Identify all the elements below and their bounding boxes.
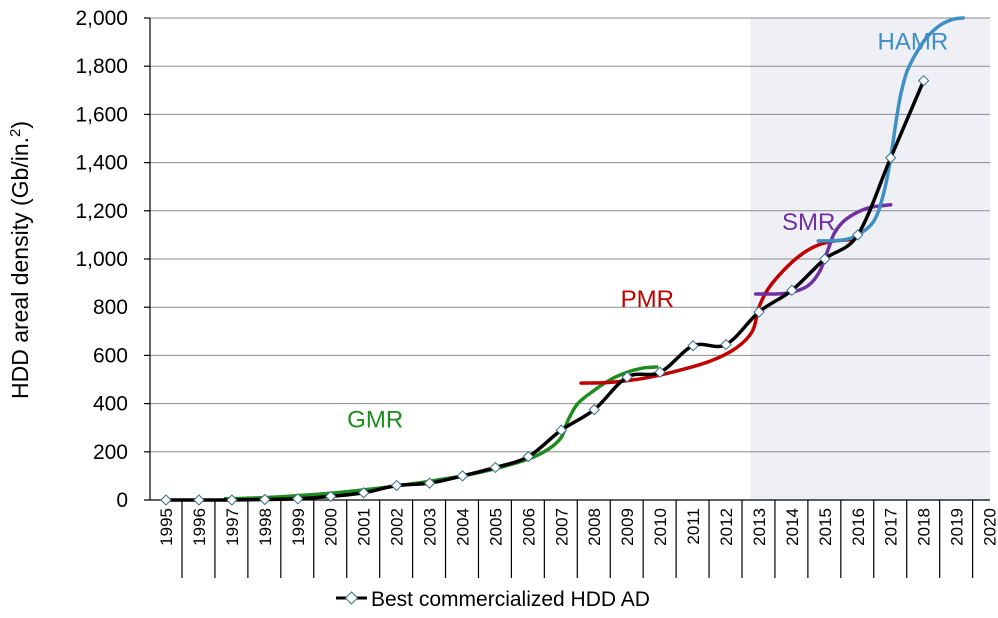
x-tick-label-2004: 2004: [453, 508, 472, 546]
y-tick-label-6: 1,200: [75, 200, 128, 223]
data-point-2016: [852, 229, 864, 241]
data-point-2002: [390, 479, 403, 492]
data-point-2017: [884, 152, 897, 164]
curve-labels: GMR PMR SMR HAMR: [347, 28, 948, 433]
data-point-2007: [555, 424, 568, 436]
x-tick-label-2019: 2019: [948, 508, 967, 546]
x-tick-label-2015: 2015: [816, 508, 835, 546]
y-tick-label-5: 1,000: [75, 248, 128, 271]
data-point-1996: [193, 494, 205, 506]
y-tick-label-3: 600: [93, 344, 128, 367]
y-tick-label-7: 1,400: [75, 152, 128, 175]
x-tick-label-1995: 1995: [157, 508, 176, 546]
y-tick-label-4: 800: [93, 296, 128, 319]
x-tick-label-2012: 2012: [717, 508, 736, 546]
axes: [149, 18, 990, 578]
x-tick-label-2007: 2007: [552, 508, 571, 546]
smr-label: SMR: [782, 209, 835, 236]
x-tick-label-2020: 2020: [981, 508, 998, 546]
y-axis-label-main: HDD areal density (Gb/in.: [7, 137, 33, 399]
x-tick-label-2018: 2018: [915, 508, 934, 546]
x-tick-label-1998: 1998: [256, 508, 275, 546]
data-point-2012: [720, 338, 732, 351]
data-point-2008: [588, 403, 600, 416]
y-axis-label-close: ): [7, 121, 33, 129]
x-tick-label-2016: 2016: [849, 508, 868, 546]
x-tick-label-2005: 2005: [486, 508, 505, 546]
data-point-2013: [753, 306, 765, 318]
x-tick-label-2000: 2000: [322, 508, 341, 546]
data-point-1998: [259, 493, 271, 506]
x-tick-label-2001: 2001: [355, 508, 374, 546]
data-point-2015: [819, 253, 831, 265]
x-tick-label-1996: 1996: [190, 508, 209, 546]
y-tick-label-2: 400: [93, 393, 128, 416]
data-series: [160, 74, 930, 506]
data-point-1999: [292, 493, 304, 505]
gmr-curve: [223, 365, 659, 501]
y-tick-label-8: 1,600: [75, 103, 128, 126]
data-point-2014: [786, 284, 798, 297]
x-tick-label-2013: 2013: [750, 508, 769, 546]
pmr-curve: [579, 237, 853, 385]
y-axis-label-superscript: 2: [7, 129, 24, 137]
hamr-label: HAMR: [878, 28, 949, 55]
x-tick-label-1999: 1999: [289, 508, 308, 546]
y-tick-label-1: 200: [93, 441, 128, 464]
data-point-2011: [687, 340, 699, 352]
gmr-label: GMR: [347, 407, 403, 434]
x-tick-label-2006: 2006: [519, 508, 538, 546]
legend: Best commercialized HDD AD: [336, 588, 650, 611]
x-tick-label-2014: 2014: [783, 508, 802, 546]
x-tick-label-2017: 2017: [882, 508, 901, 546]
x-tick-label-2008: 2008: [585, 508, 604, 546]
y-tick-label-10: 2,000: [75, 7, 128, 30]
data-point-2004: [456, 470, 469, 482]
data-point-2005: [489, 461, 502, 474]
x-tick-label-1997: 1997: [223, 508, 242, 546]
data-point-2010: [654, 366, 666, 378]
gridlines: [144, 17, 990, 501]
legend-marker: [344, 591, 359, 605]
y-tick-labels: 0 200 400 600 800 1,000 1,200 1,400 1,600 1,800 2,…: [75, 7, 128, 512]
x-tick-label-2003: 2003: [421, 508, 440, 546]
data-point-2000: [324, 490, 337, 503]
legend-label: Best commercialized HDD AD: [371, 588, 650, 611]
y-tick-label-0: 0: [116, 489, 128, 512]
data-point-1995: [160, 494, 172, 506]
x-tick-label-2010: 2010: [651, 508, 670, 546]
x-tick-labels: 1995 1996 1997 1998 1999 2000 2001 2002 2003 2004…: [157, 508, 998, 546]
data-point-2003: [423, 477, 436, 489]
y-tick-label-9: 1,800: [75, 55, 128, 78]
y-axis-label: HDD areal density (Gb/in.2): [7, 121, 33, 399]
data-point-2009: [621, 371, 633, 383]
data-point-2006: [522, 450, 535, 463]
data-point-2018: [917, 74, 930, 87]
x-tick-label-2009: 2009: [618, 508, 637, 546]
data-point-2001: [357, 487, 370, 499]
data-point-1997: [226, 494, 238, 506]
x-tick-label-2002: 2002: [388, 508, 407, 546]
x-tick-label-2011: 2011: [684, 508, 703, 545]
pmr-label: PMR: [621, 286, 674, 313]
